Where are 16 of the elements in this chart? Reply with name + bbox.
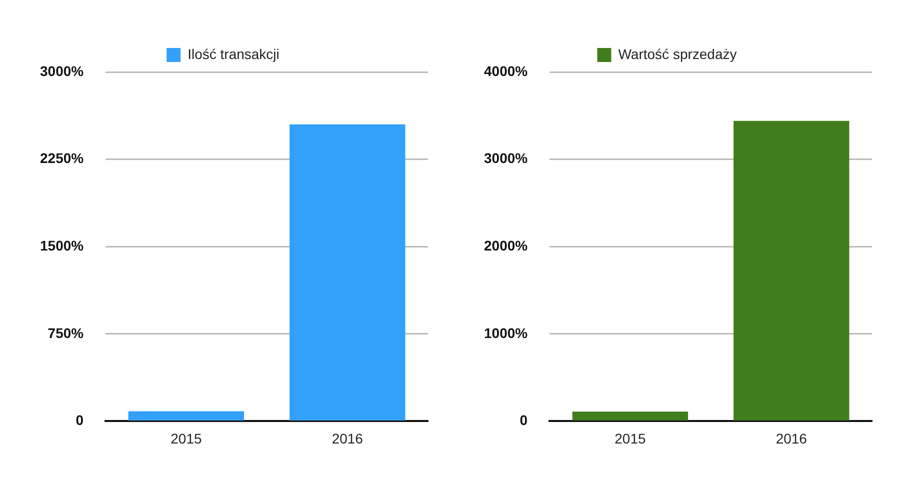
y-tick-label: 3000%: [40, 62, 84, 79]
y-tick-label: 4000%: [484, 62, 528, 79]
x-tick-label: 2016: [332, 430, 364, 446]
x-tick-label: 2015: [614, 430, 646, 446]
y-tick-label: 3000%: [484, 150, 528, 166]
y-tick-label: 1500%: [40, 237, 84, 254]
y-tick-label: 0: [76, 412, 84, 428]
y-tick-label: 1000%: [484, 324, 528, 341]
y-tick-label: 750%: [48, 324, 84, 341]
x-tick-label: 2015: [170, 430, 202, 446]
y-tick-label: 2000%: [484, 237, 528, 254]
y-tick-label: 2250%: [40, 150, 84, 166]
x-tick-label: 2016: [776, 430, 808, 446]
legend-label: Wartość sprzedaży: [618, 46, 737, 62]
y-tick-label: 0: [520, 412, 528, 428]
legend-label: Ilość transakcji: [188, 46, 280, 62]
